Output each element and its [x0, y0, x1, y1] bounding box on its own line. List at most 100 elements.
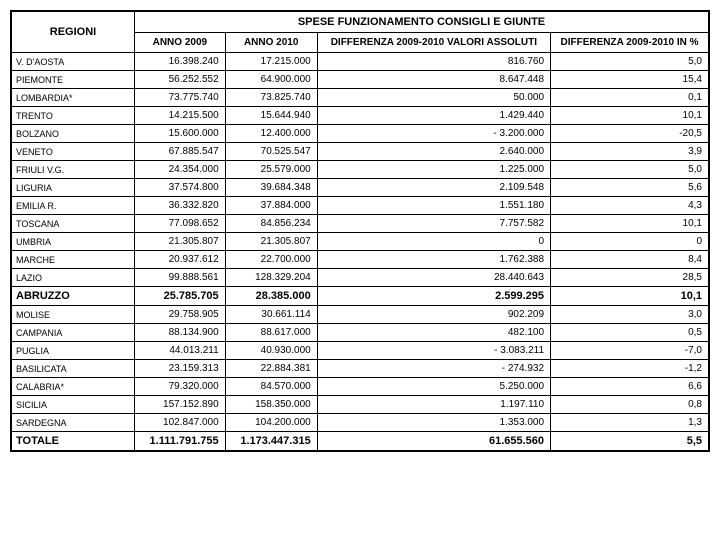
anno2009-cell: 20.937.612	[135, 251, 226, 269]
diff-cell: 61.655.560	[317, 432, 550, 452]
pct-cell: 10,1	[551, 215, 709, 233]
anno2010-cell: 21.305.807	[225, 233, 317, 251]
diff-cell: 2.599.295	[317, 287, 550, 306]
table-row: SARDEGNA102.847.000104.200.0001.353.0001…	[11, 414, 709, 432]
diff-cell: 8.647.448	[317, 71, 550, 89]
diff-cell: 1.197.110	[317, 396, 550, 414]
region-cell: TOSCANA	[11, 215, 135, 233]
anno2009-cell: 14.215.500	[135, 107, 226, 125]
anno2010-cell: 88.617.000	[225, 324, 317, 342]
anno2010-cell: 1.173.447.315	[225, 432, 317, 452]
anno2009-cell: 21.305.807	[135, 233, 226, 251]
anno2010-cell: 17.215.000	[225, 53, 317, 71]
table-row: TRENTO14.215.50015.644.9401.429.44010,1	[11, 107, 709, 125]
diff-cell: 902.209	[317, 306, 550, 324]
anno2009-cell: 99.888.561	[135, 269, 226, 287]
table-row: CALABRIA*79.320.00084.570.0005.250.0006,…	[11, 378, 709, 396]
diff-cell: 1.551.180	[317, 197, 550, 215]
anno2009-cell: 56.252.552	[135, 71, 226, 89]
region-cell: VENETO	[11, 143, 135, 161]
region-cell: TOTALE	[11, 432, 135, 452]
anno2009-cell: 25.785.705	[135, 287, 226, 306]
anno2009-cell: 36.332.820	[135, 197, 226, 215]
anno2010-cell: 40.930.000	[225, 342, 317, 360]
pct-cell: 1,3	[551, 414, 709, 432]
diff-cell: 1.762.388	[317, 251, 550, 269]
pct-cell: 4,3	[551, 197, 709, 215]
anno2009-cell: 88.134.900	[135, 324, 226, 342]
diff-cell: - 3.083.211	[317, 342, 550, 360]
diff-cell: 2.640.000	[317, 143, 550, 161]
anno2009-cell: 67.885.547	[135, 143, 226, 161]
anno2009-cell: 15.600.000	[135, 125, 226, 143]
diff-cell: 1.429.440	[317, 107, 550, 125]
anno2009-cell: 79.320.000	[135, 378, 226, 396]
pct-cell: 8,4	[551, 251, 709, 269]
diff-cell: 1.353.000	[317, 414, 550, 432]
table-row: TOSCANA77.098.65284.856.2347.757.58210,1	[11, 215, 709, 233]
pct-cell: -20,5	[551, 125, 709, 143]
anno2010-cell: 84.856.234	[225, 215, 317, 233]
diff-cell: 816.760	[317, 53, 550, 71]
anno2010-cell: 104.200.000	[225, 414, 317, 432]
pct-cell: 5,0	[551, 161, 709, 179]
anno2010-cell: 22.700.000	[225, 251, 317, 269]
region-cell: V. D'AOSTA	[11, 53, 135, 71]
main-title: SPESE FUNZIONAMENTO CONSIGLI E GIUNTE	[135, 11, 710, 33]
anno2010-cell: 12.400.000	[225, 125, 317, 143]
col-anno2009: ANNO 2009	[135, 33, 226, 53]
region-cell: BOLZANO	[11, 125, 135, 143]
pct-cell: 3,9	[551, 143, 709, 161]
region-cell: PUGLIA	[11, 342, 135, 360]
region-cell: BASILICATA	[11, 360, 135, 378]
anno2009-cell: 23.159.313	[135, 360, 226, 378]
diff-cell: 2.109.548	[317, 179, 550, 197]
table-body: V. D'AOSTA16.398.24017.215.000816.7605,0…	[11, 53, 709, 452]
anno2010-cell: 64.900.000	[225, 71, 317, 89]
anno2009-cell: 16.398.240	[135, 53, 226, 71]
anno2010-cell: 37.884.000	[225, 197, 317, 215]
table-row: TOTALE1.111.791.7551.173.447.31561.655.5…	[11, 432, 709, 452]
pct-cell: 10,1	[551, 107, 709, 125]
col-anno2010: ANNO 2010	[225, 33, 317, 53]
pct-cell: 0	[551, 233, 709, 251]
anno2010-cell: 73.825.740	[225, 89, 317, 107]
anno2010-cell: 128.329.204	[225, 269, 317, 287]
diff-cell: 50.000	[317, 89, 550, 107]
table-row: PIEMONTE56.252.55264.900.0008.647.44815,…	[11, 71, 709, 89]
table-row: LAZIO99.888.561128.329.20428.440.64328,5	[11, 269, 709, 287]
diff-cell: 1.225.000	[317, 161, 550, 179]
region-cell: LAZIO	[11, 269, 135, 287]
region-cell: FRIULI V.G.	[11, 161, 135, 179]
region-cell: CAMPANIA	[11, 324, 135, 342]
region-cell: LOMBARDIA*	[11, 89, 135, 107]
diff-cell: 0	[317, 233, 550, 251]
table-row: EMILIA R.36.332.82037.884.0001.551.1804,…	[11, 197, 709, 215]
diff-cell: 5.250.000	[317, 378, 550, 396]
table-row: VENETO67.885.54770.525.5472.640.0003,9	[11, 143, 709, 161]
pct-cell: 0,5	[551, 324, 709, 342]
region-cell: ABRUZZO	[11, 287, 135, 306]
anno2010-cell: 70.525.547	[225, 143, 317, 161]
pct-cell: 5,5	[551, 432, 709, 452]
anno2009-cell: 44.013.211	[135, 342, 226, 360]
table-row: CAMPANIA88.134.90088.617.000482.1000,5	[11, 324, 709, 342]
anno2009-cell: 102.847.000	[135, 414, 226, 432]
anno2010-cell: 15.644.940	[225, 107, 317, 125]
anno2010-cell: 39.684.348	[225, 179, 317, 197]
region-cell: PIEMONTE	[11, 71, 135, 89]
table-row: LOMBARDIA*73.775.74073.825.74050.0000,1	[11, 89, 709, 107]
region-cell: SICILIA	[11, 396, 135, 414]
table-row: PUGLIA44.013.21140.930.000- 3.083.211-7,…	[11, 342, 709, 360]
anno2009-cell: 29.758.905	[135, 306, 226, 324]
pct-cell: 3,0	[551, 306, 709, 324]
table-row: MOLISE29.758.90530.661.114902.2093,0	[11, 306, 709, 324]
diff-cell: - 3.200.000	[317, 125, 550, 143]
diff-cell: 7.757.582	[317, 215, 550, 233]
spese-table: REGIONI SPESE FUNZIONAMENTO CONSIGLI E G…	[10, 10, 710, 452]
table-row: V. D'AOSTA16.398.24017.215.000816.7605,0	[11, 53, 709, 71]
anno2009-cell: 73.775.740	[135, 89, 226, 107]
col-diff-abs: DIFFERENZA 2009-2010 VALORI ASSOLUTI	[317, 33, 550, 53]
regioni-header: REGIONI	[11, 11, 135, 53]
region-cell: EMILIA R.	[11, 197, 135, 215]
